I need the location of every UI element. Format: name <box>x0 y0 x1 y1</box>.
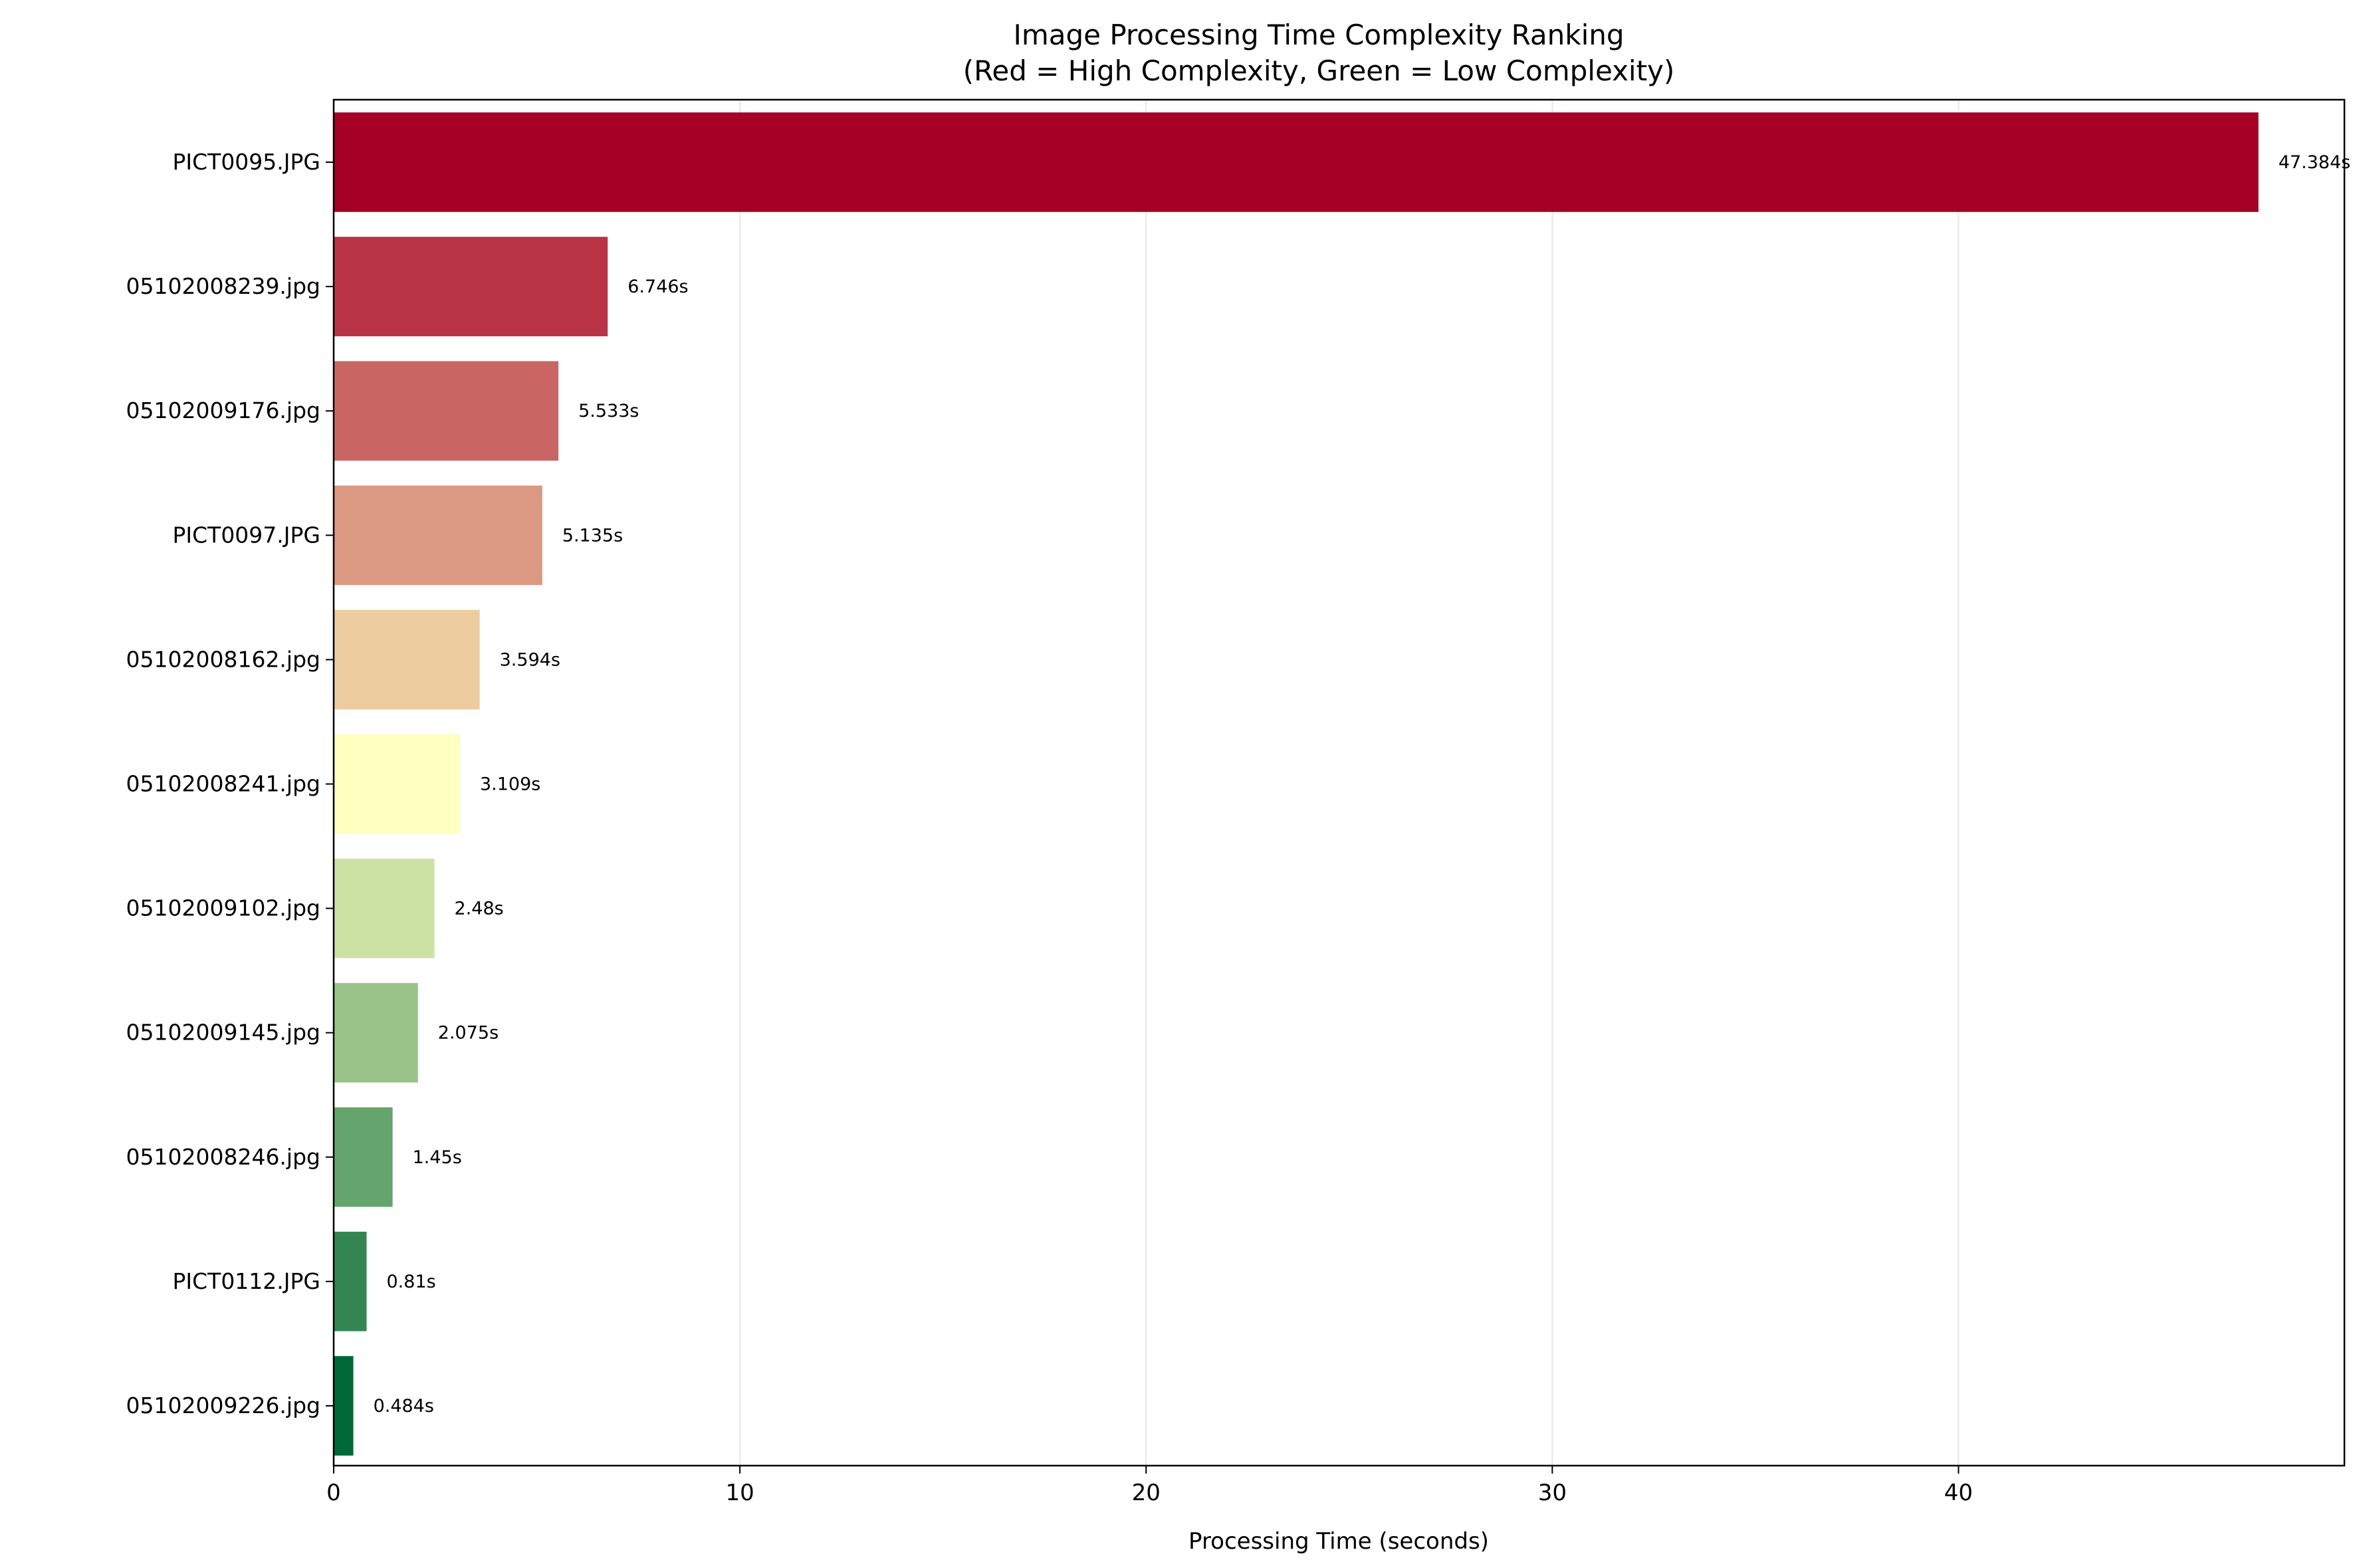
y-tick-label: 05102008162.jpg <box>126 646 320 672</box>
y-tick-label: PICT0097.JPG <box>172 522 320 548</box>
value-label: 3.594s <box>500 649 560 670</box>
bar <box>334 982 418 1083</box>
y-tick-label: 05102008246.jpg <box>126 1144 320 1170</box>
y-tick-label: 05102008241.jpg <box>126 771 320 797</box>
y-tick-labels: PICT0095.JPG 05102008239.jpg 05102009176.j… <box>126 149 334 1418</box>
value-label: 5.135s <box>562 525 623 546</box>
bars <box>334 112 2259 1456</box>
value-label: 0.81s <box>387 1272 436 1292</box>
bar <box>334 1232 367 1331</box>
chart-subtitle: (Red = High Complexity, Green = Low Comp… <box>963 55 1675 87</box>
x-tick-label: 30 <box>1538 1480 1567 1506</box>
bar <box>334 112 2259 212</box>
bar <box>334 858 435 958</box>
y-tick-label: 05102009176.jpg <box>126 397 320 423</box>
bar <box>334 485 542 586</box>
y-tick-label: 05102009102.jpg <box>126 895 320 921</box>
value-labels: 47.384s 6.746s 5.533s 5.135s 3.594s 3.109s 2.4… <box>374 152 2351 1416</box>
x-tick-label: 0 <box>326 1480 341 1506</box>
y-tick-label: PICT0112.JPG <box>172 1268 320 1294</box>
plot-frame <box>332 98 2346 1467</box>
y-tick-label: 05102009226.jpg <box>126 1393 320 1418</box>
x-tick-label: 40 <box>1944 1480 1973 1506</box>
value-label: 0.484s <box>374 1396 434 1416</box>
value-label: 47.384s <box>2279 152 2351 173</box>
y-tick-label: 05102009145.jpg <box>126 1020 320 1046</box>
value-label: 3.109s <box>480 774 540 795</box>
value-label: 6.746s <box>627 277 688 297</box>
chart-title: Image Processing Time Complexity Ranking <box>1013 19 1624 51</box>
bar <box>334 237 608 336</box>
y-tick-label: 05102008239.jpg <box>126 273 320 299</box>
value-label: 2.075s <box>438 1023 499 1044</box>
bar <box>334 734 460 834</box>
x-tick-labels: 0 10 20 30 40 <box>326 1466 1973 1506</box>
y-tick-label: PICT0095.JPG <box>172 149 320 175</box>
bar <box>334 361 559 461</box>
x-axis-label: Processing Time (seconds) <box>1188 1528 1489 1555</box>
bar <box>334 1107 393 1207</box>
bar <box>334 610 480 710</box>
value-label: 1.45s <box>413 1147 462 1168</box>
x-tick-label: 10 <box>725 1480 754 1506</box>
value-label: 2.48s <box>455 899 504 919</box>
bar <box>334 1356 354 1456</box>
x-tick-label: 20 <box>1132 1480 1161 1506</box>
value-label: 5.533s <box>578 401 639 421</box>
